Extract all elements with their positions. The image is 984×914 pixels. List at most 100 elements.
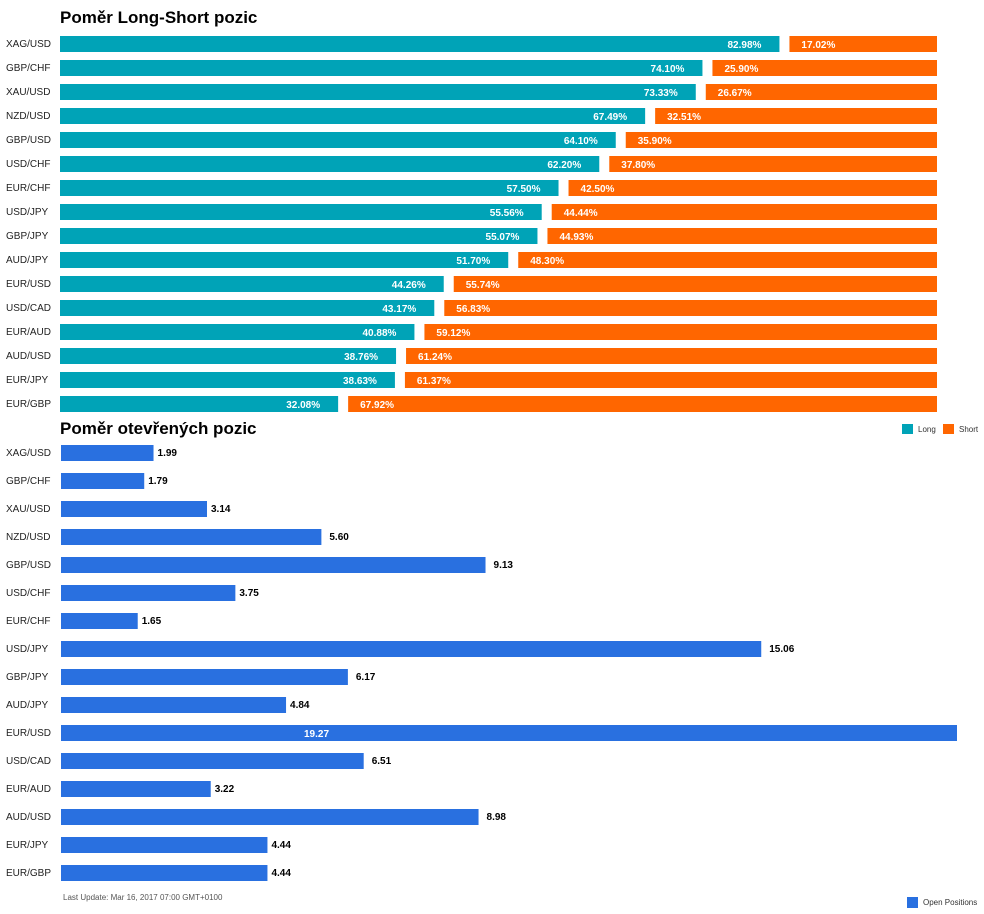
pair-label-eur-aud: EUR/AUD xyxy=(6,327,51,338)
short-value-usd-chf: 37.80% xyxy=(621,160,655,171)
short-bar-usd-chf xyxy=(609,156,937,172)
long-value-eur-aud: 40.88% xyxy=(363,328,397,339)
long-value-xag-usd: 82.98% xyxy=(728,40,762,51)
open-value-usd-cad: 6.51 xyxy=(372,756,392,767)
open-value-gbp-chf: 1.79 xyxy=(148,476,168,487)
open-bar-gbp-usd xyxy=(61,557,486,573)
short-value-aud-jpy: 48.30% xyxy=(530,256,564,267)
short-bar-eur-aud xyxy=(424,324,938,340)
long-bar-aud-usd xyxy=(60,348,397,364)
short-bar-eur-jpy xyxy=(404,372,937,388)
long-value-xau-usd: 73.33% xyxy=(644,88,678,99)
long-value-usd-jpy: 55.56% xyxy=(490,208,524,219)
legend-short-label: Short xyxy=(959,425,979,434)
open-value-eur-gbp: 4.44 xyxy=(271,868,291,879)
open-value-eur-jpy: 4.44 xyxy=(271,840,291,851)
open-pair-label-gbp-chf: GBP/CHF xyxy=(6,476,50,487)
short-value-eur-jpy: 61.37% xyxy=(417,376,451,387)
pair-label-gbp-chf: GBP/CHF xyxy=(6,63,50,74)
long-bar-usd-chf xyxy=(60,156,600,172)
long-value-nzd-usd: 67.49% xyxy=(593,112,627,123)
pair-label-eur-usd: EUR/USD xyxy=(6,279,51,290)
long-bar-gbp-usd xyxy=(60,132,616,148)
open-value-eur-chf: 1.65 xyxy=(142,616,162,627)
long-bar-eur-jpy xyxy=(60,372,395,388)
long-bar-eur-usd xyxy=(60,276,444,292)
short-value-xag-usd: 17.02% xyxy=(801,40,835,51)
long-value-usd-chf: 62.20% xyxy=(547,160,581,171)
open-bar-gbp-chf xyxy=(61,473,145,489)
open-bar-usd-jpy xyxy=(61,641,762,657)
open-bar-eur-jpy xyxy=(61,837,268,853)
open-pair-label-nzd-usd: NZD/USD xyxy=(6,532,50,543)
legend-long-swatch xyxy=(902,424,913,434)
open-positions-legend: Open Positions xyxy=(907,897,977,908)
pair-label-xag-usd: XAG/USD xyxy=(6,39,51,50)
long-value-usd-cad: 43.17% xyxy=(382,304,416,315)
long-short-legend: Long Short xyxy=(902,424,979,434)
long-value-gbp-chf: 74.10% xyxy=(651,64,685,75)
open-pair-label-usd-chf: USD/CHF xyxy=(6,588,50,599)
long-bar-gbp-jpy xyxy=(60,228,538,244)
pair-label-eur-gbp: EUR/GBP xyxy=(6,399,51,410)
short-value-nzd-usd: 32.51% xyxy=(667,112,701,123)
short-bar-xau-usd xyxy=(705,84,937,100)
open-value-nzd-usd: 5.60 xyxy=(329,532,349,543)
open-bar-nzd-usd xyxy=(61,529,322,545)
short-value-aud-usd: 61.24% xyxy=(418,352,452,363)
open-pair-label-eur-usd: EUR/USD xyxy=(6,728,51,739)
open-pair-label-eur-gbp: EUR/GBP xyxy=(6,868,51,879)
long-bar-xag-usd xyxy=(60,36,780,52)
long-bar-eur-chf xyxy=(60,180,559,196)
pair-label-xau-usd: XAU/USD xyxy=(6,87,50,98)
open-pair-label-eur-aud: EUR/AUD xyxy=(6,784,51,795)
open-value-aud-usd: 8.98 xyxy=(487,812,507,823)
legend-short-swatch xyxy=(943,424,954,434)
short-bar-gbp-jpy xyxy=(547,228,937,244)
open-value-eur-usd: 19.27 xyxy=(304,729,329,740)
short-bar-nzd-usd xyxy=(655,108,937,124)
open-value-xau-usd: 3.14 xyxy=(211,504,231,515)
open-bar-usd-cad xyxy=(61,753,364,769)
short-bar-eur-gbp xyxy=(348,396,937,412)
open-positions-chart-title: Poměr otevřených pozic xyxy=(60,419,257,438)
long-short-chart-title: Poměr Long-Short pozic xyxy=(60,8,257,27)
pair-label-aud-jpy: AUD/JPY xyxy=(6,255,49,266)
open-value-xag-usd: 1.99 xyxy=(158,448,178,459)
long-value-aud-jpy: 51.70% xyxy=(456,256,490,267)
short-bar-usd-cad xyxy=(444,300,937,316)
open-pair-label-eur-jpy: EUR/JPY xyxy=(6,840,49,851)
long-bar-xau-usd xyxy=(60,84,696,100)
long-short-bars: XAG/USD 82.98% 17.02% GBP/CHF 74.10% 25.90% XA… xyxy=(6,36,938,412)
long-value-gbp-jpy: 55.07% xyxy=(486,232,520,243)
long-value-eur-gbp: 32.08% xyxy=(286,400,320,411)
long-bar-gbp-chf xyxy=(60,60,703,76)
last-update-note: Last Update: Mar 16, 2017 07:00 GMT+0100 xyxy=(63,893,223,902)
short-bar-usd-jpy xyxy=(551,204,937,220)
short-bar-gbp-usd xyxy=(625,132,937,148)
open-bar-aud-usd xyxy=(61,809,479,825)
long-bar-aud-jpy xyxy=(60,252,509,268)
pair-label-usd-jpy: USD/JPY xyxy=(6,207,49,218)
legend-long-label: Long xyxy=(918,425,936,434)
short-bar-aud-usd xyxy=(406,348,937,364)
open-bar-usd-chf xyxy=(61,585,236,601)
long-bar-usd-jpy xyxy=(60,204,542,220)
open-pair-label-xau-usd: XAU/USD xyxy=(6,504,50,515)
short-value-eur-chf: 42.50% xyxy=(581,184,615,195)
open-value-gbp-jpy: 6.17 xyxy=(356,672,376,683)
open-bar-xau-usd xyxy=(61,501,208,517)
open-pair-label-gbp-usd: GBP/USD xyxy=(6,560,51,571)
short-value-eur-usd: 55.74% xyxy=(466,280,500,291)
open-bar-eur-gbp xyxy=(61,865,268,881)
short-bar-eur-chf xyxy=(568,180,937,196)
open-value-gbp-usd: 9.13 xyxy=(494,560,514,571)
pair-label-usd-chf: USD/CHF xyxy=(6,159,50,170)
short-value-gbp-chf: 25.90% xyxy=(724,64,758,75)
pair-label-gbp-usd: GBP/USD xyxy=(6,135,51,146)
pair-label-gbp-jpy: GBP/JPY xyxy=(6,231,49,242)
short-value-usd-jpy: 44.44% xyxy=(564,208,598,219)
open-pair-label-xag-usd: XAG/USD xyxy=(6,448,51,459)
open-positions-bars: XAG/USD 1.99 GBP/CHF 1.79 XAU/USD 3.14 NZD/USD… xyxy=(6,445,957,881)
